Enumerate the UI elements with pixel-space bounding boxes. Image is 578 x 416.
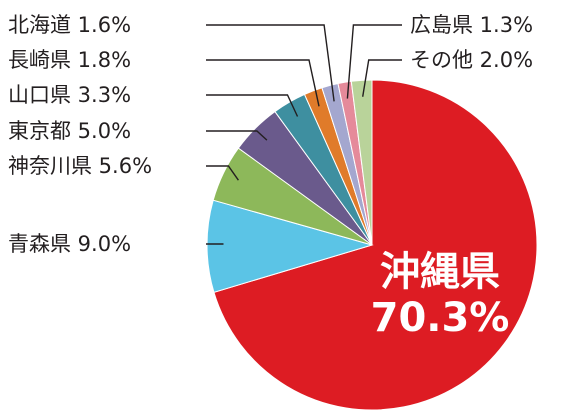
- slice-label-1: 青森県 9.0%: [8, 232, 131, 256]
- leader-line-6: [206, 24, 335, 102]
- leader-line-4: [206, 94, 299, 117]
- slice-label-3: 東京都 5.0%: [8, 119, 131, 143]
- slice-value-main: 70.3%: [371, 295, 510, 341]
- slice-label-5: 長崎県 1.8%: [8, 48, 131, 72]
- pie-slice-0: [213, 79, 538, 411]
- leader-line-7: [346, 24, 402, 99]
- slice-label-6: 北海道 1.6%: [8, 13, 131, 37]
- pie-slice-1: [206, 199, 374, 293]
- slice-label-2: 神奈川県 5.6%: [8, 154, 152, 178]
- pie-slice-8: [350, 79, 373, 246]
- slice-label-main: 沖縄県: [380, 249, 500, 295]
- slice-label-7: 広島県 1.3%: [410, 13, 533, 37]
- leader-line-5: [206, 59, 320, 107]
- slice-label-8: その他 2.0%: [410, 48, 533, 72]
- slice-label-4: 山口県 3.3%: [8, 83, 131, 107]
- leader-line-3: [206, 130, 268, 141]
- leader-line-8: [362, 59, 402, 97]
- leader-line-2: [206, 165, 239, 181]
